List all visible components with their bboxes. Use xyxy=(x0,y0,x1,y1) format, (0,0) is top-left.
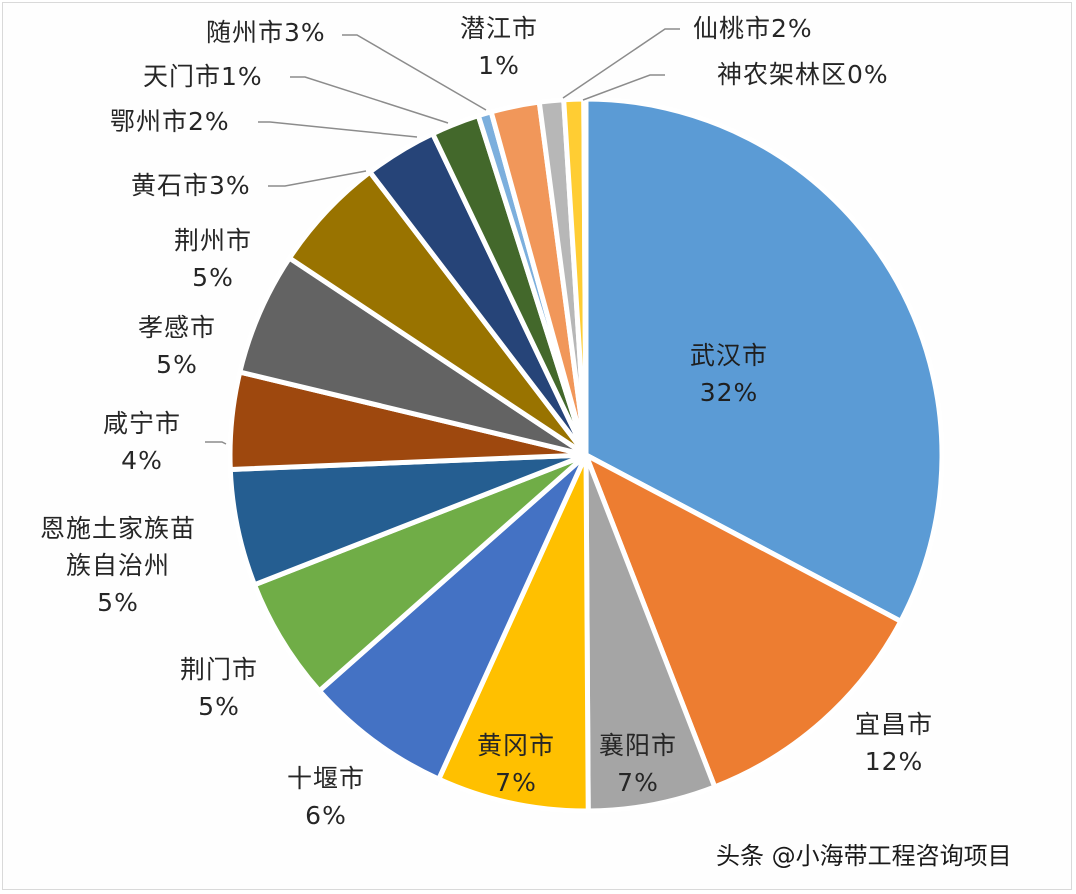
label-wuhan: 武汉市 32% xyxy=(690,337,768,411)
label-name: 十堰市 xyxy=(287,764,366,793)
pie-slice xyxy=(583,452,904,790)
label-pct: 5% xyxy=(97,588,139,617)
label-pct: 1% xyxy=(221,62,263,91)
label-xiangyang: 襄阳市 7% xyxy=(599,727,677,801)
label-shiyan: 十堰市 6% xyxy=(287,760,365,834)
label-name: 咸宁市 xyxy=(103,409,182,438)
label-name: 天门市 xyxy=(143,62,222,91)
label-name: 荆州市 xyxy=(174,226,253,255)
label-name: 鄂州市 xyxy=(110,107,189,136)
label-name: 神农架林区 xyxy=(717,60,848,89)
label-pct: 2% xyxy=(188,107,230,136)
label-name: 随州市 xyxy=(206,18,285,47)
label-pct: 3% xyxy=(284,18,326,47)
label-name: 荆门市 xyxy=(180,655,259,684)
pie-slice xyxy=(581,96,589,458)
leader-line-shennongjia xyxy=(582,74,665,101)
pie-slice xyxy=(436,452,591,814)
label-name: 黄冈市 xyxy=(477,731,556,760)
label-pct: 7% xyxy=(617,768,659,797)
label-xiaogan: 孝感市 5% xyxy=(138,309,216,383)
label-pct: 2% xyxy=(771,14,813,43)
label-yichang: 宜昌市 12% xyxy=(855,706,933,780)
label-name: 襄阳市 xyxy=(599,731,678,760)
label-huangshi: 黄石市3% xyxy=(131,167,251,204)
label-pct: 7% xyxy=(495,768,537,797)
label-pct: 3% xyxy=(209,171,251,200)
label-ezhou: 鄂州市2% xyxy=(110,103,230,140)
leader-line-tianmen xyxy=(290,76,449,124)
label-pct: 5% xyxy=(156,350,198,379)
pie-slice xyxy=(583,452,718,814)
label-name: 黄石市 xyxy=(131,171,210,200)
label-pct: 12% xyxy=(864,747,924,776)
label-pct: 6% xyxy=(305,801,347,830)
label-name: 孝感市 xyxy=(138,313,217,342)
pie-slices xyxy=(227,96,945,814)
label-pct: 4% xyxy=(121,446,163,475)
label-xianning: 咸宁市 4% xyxy=(103,405,181,479)
label-name-line2: 族自治州 xyxy=(66,551,171,580)
leader-line-huangshi xyxy=(268,170,367,187)
leader-line-ezhou xyxy=(258,121,418,138)
label-enshi: 恩施土家族苗 族自治州 5% xyxy=(40,510,196,621)
label-pct: 0% xyxy=(847,60,889,89)
watermark: 头条 @小海带工程咨询项目 xyxy=(716,842,1012,870)
label-pct: 1% xyxy=(478,51,520,80)
label-tianmen: 天门市1% xyxy=(143,58,263,95)
label-suizhou: 随州市3% xyxy=(206,14,326,51)
label-pct: 5% xyxy=(198,692,240,721)
label-name: 武汉市 xyxy=(690,341,769,370)
label-jingzhou: 荆州市 5% xyxy=(174,222,252,296)
label-shennongjia: 神农架林区0% xyxy=(717,56,889,93)
pie-slice xyxy=(316,452,589,782)
label-name: 宜昌市 xyxy=(855,710,934,739)
label-name-line1: 恩施土家族苗 xyxy=(40,514,197,543)
label-pct: 5% xyxy=(192,263,234,292)
leader-line-suizhou xyxy=(342,34,487,111)
label-name: 仙桃市 xyxy=(693,14,772,43)
label-huanggang: 黄冈市 7% xyxy=(477,727,555,801)
label-xiantao: 仙桃市2% xyxy=(693,10,813,47)
label-pct: 32% xyxy=(699,378,759,407)
pie-slice xyxy=(583,96,945,624)
label-name: 潜江市 xyxy=(460,14,539,43)
leader-lines xyxy=(205,28,680,445)
label-jingmen: 荆门市 5% xyxy=(180,651,258,725)
label-qianjiang: 潜江市 1% xyxy=(460,10,538,84)
leader-line-xianning xyxy=(205,441,227,445)
leader-line-xiantao xyxy=(562,28,680,99)
